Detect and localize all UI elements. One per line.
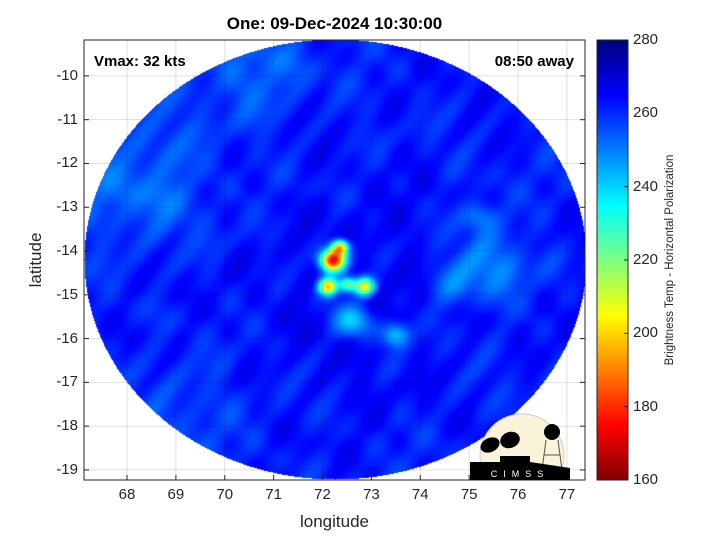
y-tick-label: -16 [56, 329, 78, 347]
x-tick-label: 69 [167, 486, 185, 503]
colorbar-tick-label: 200 [633, 324, 659, 342]
x-tick-label: 75 [460, 486, 478, 503]
y-tick-label: -14 [56, 242, 78, 260]
x-tick-label: 76 [509, 486, 527, 503]
x-tick-label: 68 [118, 486, 136, 503]
colorbar-tick-label: 240 [633, 177, 659, 195]
x-axis-label: longitude [299, 512, 369, 531]
cimss-logo: CIMSS [470, 413, 570, 480]
colorbar [596, 39, 629, 481]
y-tick-label: -10 [56, 66, 78, 84]
y-tick-label: -13 [56, 198, 78, 216]
colorbar-label: Brightness Temp - Horizontal Polarizatio… [664, 154, 676, 366]
colorbar-tick-label: 260 [633, 104, 659, 122]
y-tick-label: -11 [57, 110, 78, 128]
vmax-annotation: Vmax: 32 kts [94, 53, 186, 70]
y-tick-label: -12 [56, 154, 78, 172]
colorbar-tick-label: 280 [633, 31, 659, 48]
y-axis-label: latitude [26, 232, 45, 288]
y-tick-label: -15 [56, 285, 78, 303]
y-tick-label: -19 [56, 460, 78, 478]
axes-box [83, 39, 586, 481]
colorbar-tick-label: 160 [633, 471, 659, 488]
x-tick-label: 74 [411, 486, 429, 503]
x-tick-label: 73 [363, 486, 380, 503]
y-tick-label: -18 [56, 417, 78, 435]
colorbar-tick-label: 220 [633, 251, 659, 268]
colorbar-tick-label: 180 [633, 397, 659, 415]
time-away-annotation: 08:50 away [494, 53, 574, 70]
x-tick-label: 72 [314, 486, 331, 503]
y-tick-label: -17 [56, 373, 78, 391]
x-tick-label: 77 [558, 486, 576, 503]
chart-title: One: 09-Dec-2024 10:30:00 [226, 14, 443, 33]
x-tick-label: 70 [216, 486, 234, 503]
x-tick-label: 71 [265, 486, 282, 503]
cimss-logo-text: CIMSS [491, 469, 550, 479]
